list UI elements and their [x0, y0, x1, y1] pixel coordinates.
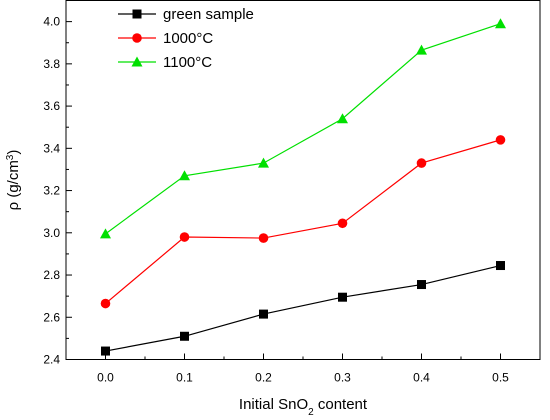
series-0 — [101, 261, 505, 356]
data-point — [179, 232, 190, 242]
y-tick-label: 3.8 — [43, 57, 60, 71]
data-point — [179, 170, 190, 181]
x-tick-label: 0.5 — [492, 371, 509, 385]
data-point — [101, 346, 110, 356]
y-tick-label: 3.4 — [43, 141, 60, 155]
y-tick-label: 3.2 — [43, 184, 60, 198]
data-point — [100, 298, 111, 309]
legend-item: 1100°C — [118, 54, 212, 71]
y-tick-label: 2.6 — [43, 310, 60, 324]
data-point — [258, 233, 269, 243]
data-point — [337, 113, 348, 124]
data-point — [496, 261, 505, 271]
legend-label: 1000°C — [163, 30, 213, 47]
y-tick-label: 2.4 — [43, 353, 60, 367]
legend-marker — [132, 9, 142, 19]
series-layer — [100, 18, 506, 356]
x-tick-label: 0.1 — [176, 371, 193, 385]
y-tick-label: 4.0 — [43, 15, 60, 29]
legend-marker — [132, 33, 142, 43]
y-tick-label: 3.6 — [43, 99, 60, 113]
x-axis-title: Initial SnO2 content — [239, 396, 368, 418]
series-1 — [100, 135, 506, 309]
series-2 — [100, 18, 506, 239]
axis-ticks: 0.0 0.1 0.2 0.3 0.4 0.5 2.4 2.6 2.8 3.0 3.2 3.4 3.6 3… — [43, 15, 509, 385]
data-point — [338, 292, 347, 302]
legend-label: 1100°C — [163, 54, 212, 71]
data-point — [495, 135, 506, 145]
data-point — [495, 18, 506, 29]
legend-item: green sample — [118, 6, 254, 23]
legend-item: 1000°C — [118, 30, 213, 47]
data-point — [337, 218, 348, 229]
y-tick-label: 3.0 — [43, 226, 60, 240]
y-tick-label: 2.8 — [43, 268, 60, 282]
series-line — [105, 23, 501, 235]
data-point — [100, 228, 111, 239]
legend: green sample 1000°C 1100°C — [118, 6, 254, 71]
x-tick-label: 0.0 — [97, 371, 114, 385]
data-point — [258, 157, 269, 168]
x-tick-label: 0.2 — [255, 371, 272, 385]
x-tick-label: 0.4 — [413, 371, 430, 385]
data-point — [417, 280, 426, 290]
data-point — [416, 44, 427, 55]
plot-frame — [65, 0, 541, 360]
legend-label: green sample — [163, 6, 254, 23]
data-point — [259, 309, 268, 319]
data-point — [416, 158, 427, 168]
x-tick-label: 0.3 — [334, 371, 351, 385]
y-axis-title: ρ (g/cm3) — [5, 150, 23, 211]
series-line — [105, 264, 501, 352]
series-line — [105, 139, 501, 304]
data-point — [180, 331, 189, 341]
legend-marker — [131, 56, 143, 67]
